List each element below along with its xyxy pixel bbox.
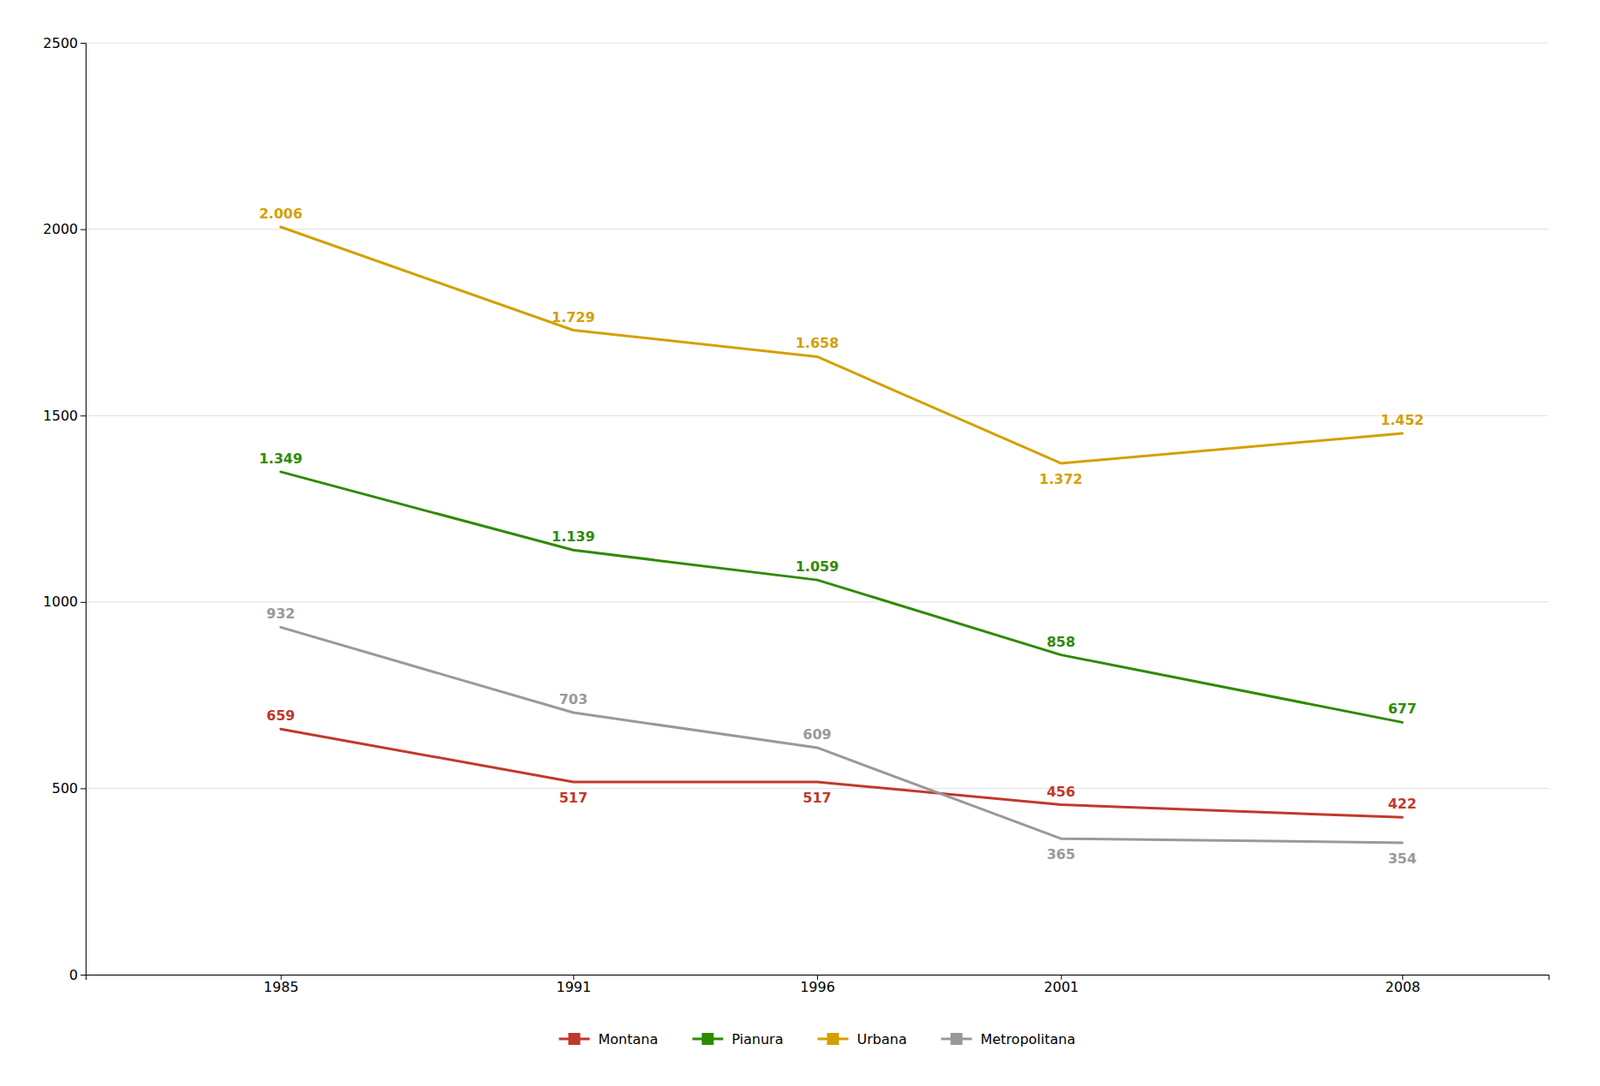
legend-item: Urbana <box>817 1031 907 1048</box>
grid-line <box>85 788 1549 789</box>
legend-label: Metropolitana <box>980 1031 1076 1048</box>
y-axis-tick-label: 2000 <box>42 220 78 238</box>
y-axis-tick-label: 1500 <box>42 407 78 424</box>
legend: Montana Pianura Urbana Metropolitana <box>559 1031 1076 1048</box>
x-axis-tick-label: 1985 <box>263 979 299 996</box>
x-axis: 1985 1991 1996 2001 2008 <box>86 974 1550 996</box>
x-axis-tick: 1985 <box>263 974 299 996</box>
data-label: 1.349 <box>258 450 303 467</box>
legend-item: Montana <box>559 1031 659 1048</box>
y-axis-tick-mark <box>80 602 86 603</box>
x-axis-tick: 1996 <box>800 974 836 996</box>
chart: 1985 1991 1996 2001 2008 0 500 1000 1500 2000 2500… <box>0 0 1600 1086</box>
x-axis-tick: 1991 <box>555 974 592 996</box>
y-axis-tick-mark <box>80 229 86 231</box>
legend-label: Montana <box>598 1031 659 1048</box>
data-label: 1.139 <box>551 528 596 545</box>
series-line <box>280 226 1403 464</box>
data-label: 517 <box>559 789 588 806</box>
y-axis-tick: 1500 <box>42 407 86 424</box>
data-label: 1.658 <box>795 334 840 352</box>
grid-line <box>85 42 1549 44</box>
legend-swatch <box>950 1032 963 1045</box>
grid-line <box>85 228 1549 230</box>
y-axis-line <box>80 43 87 976</box>
x-axis-tick: 2001 <box>1044 974 1080 996</box>
x-axis-tick-label: 2001 <box>1044 979 1080 996</box>
data-label: 2.006 <box>258 205 303 222</box>
y-axis: 0 500 1000 1500 2000 2500 <box>42 35 86 984</box>
y-axis-tick: 2000 <box>42 220 86 238</box>
x-axis-tick-label: 1991 <box>555 979 592 996</box>
legend-swatch <box>701 1032 714 1045</box>
data-label: 659 <box>266 707 295 724</box>
legend-item: Metropolitana <box>941 1031 1076 1048</box>
data-label: 517 <box>802 789 831 806</box>
data-label: 1.059 <box>795 558 840 575</box>
legend-item: Pianura <box>692 1031 783 1048</box>
data-label: 858 <box>1046 633 1075 651</box>
grid-line <box>85 601 1549 603</box>
x-axis-tick-label: 2008 <box>1385 979 1421 996</box>
legend-swatch <box>568 1032 581 1045</box>
data-label: 365 <box>1046 846 1075 863</box>
y-axis-tick-mark <box>80 974 86 976</box>
data-label: 456 <box>1046 783 1075 800</box>
y-axis-tick: 2500 <box>42 35 86 52</box>
data-labels: 659 517 517 456 422 1.349 1.139 1.059 858 677 2.00… <box>258 205 1424 867</box>
data-label: 677 <box>1387 700 1416 717</box>
y-axis-tick-mark <box>80 788 86 789</box>
data-label: 1.372 <box>1038 471 1083 488</box>
data-label: 932 <box>266 605 295 622</box>
y-axis-tick: 0 <box>69 967 86 984</box>
series-line <box>280 626 1403 843</box>
data-label: 1.452 <box>1380 411 1425 429</box>
y-axis-tick-label: 2500 <box>42 35 78 52</box>
data-label: 609 <box>802 726 831 743</box>
y-axis-tick-label: 0 <box>69 967 78 984</box>
data-label: 1.729 <box>551 309 596 326</box>
x-axis-tick: 2008 <box>1385 974 1421 996</box>
y-axis-tick-label: 500 <box>51 780 78 797</box>
grid-line <box>85 415 1549 417</box>
plot-area <box>280 226 1403 843</box>
legend-label: Urbana <box>856 1031 907 1048</box>
y-axis-tick-label: 1000 <box>42 593 78 610</box>
series-line <box>280 471 1403 723</box>
grid <box>85 42 1549 975</box>
legend-swatch <box>826 1032 839 1045</box>
y-axis-tick-mark <box>80 415 86 417</box>
legend-label: Pianura <box>731 1031 783 1048</box>
series-line <box>280 728 1403 818</box>
data-label: 354 <box>1387 850 1416 867</box>
x-axis-tick-label: 1996 <box>800 979 836 996</box>
y-axis-tick-mark <box>80 42 86 44</box>
y-axis-tick: 500 <box>51 780 86 797</box>
data-label: 422 <box>1387 795 1416 812</box>
y-axis-tick: 1000 <box>42 593 86 610</box>
data-label: 703 <box>559 691 588 708</box>
